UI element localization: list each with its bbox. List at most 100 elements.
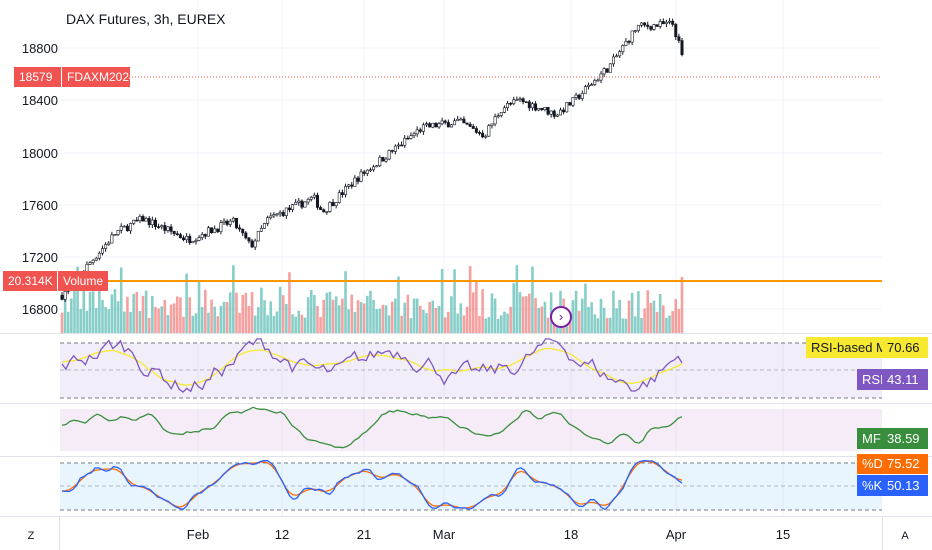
mf-pane	[61, 406, 683, 449]
candle-body	[309, 196, 313, 200]
volume-bar	[618, 299, 621, 333]
candle-body	[125, 225, 129, 232]
candle-body	[465, 122, 469, 125]
candle-body	[157, 226, 161, 228]
volume-bar	[406, 294, 410, 333]
volume-bar	[456, 313, 459, 333]
volume-bar	[381, 304, 385, 333]
volume-bar	[537, 307, 540, 333]
mf-band	[60, 409, 882, 451]
volume-bar	[493, 298, 497, 333]
candle-body	[627, 41, 631, 43]
candle-body	[521, 98, 525, 102]
candle-body	[487, 125, 491, 137]
pane-separators	[0, 333, 932, 550]
candle-body	[446, 122, 450, 128]
candle-body	[527, 101, 531, 109]
volume-bar	[362, 303, 366, 333]
volume-bar	[210, 299, 213, 333]
candle-body	[608, 63, 612, 73]
volume-bar	[475, 280, 478, 333]
candle-body	[396, 144, 400, 147]
candle-body	[228, 220, 232, 225]
volume-bar	[677, 309, 681, 333]
candle-body	[549, 110, 553, 115]
volume-bar	[369, 290, 372, 333]
volume-bar	[599, 298, 603, 333]
candle-body	[231, 217, 235, 222]
candle-body	[425, 123, 429, 126]
last-price-badge[interactable]: 18579	[14, 67, 62, 87]
volume-bar	[596, 318, 600, 333]
candle-body	[499, 112, 503, 116]
zoom-scale-button[interactable]: Z	[27, 530, 35, 542]
symbol-badge[interactable]: FDAXM2024	[62, 67, 136, 87]
volume-name-badge[interactable]: Volume	[58, 271, 108, 291]
volume-bar	[674, 299, 678, 333]
volume-bar	[459, 303, 463, 333]
volume-bar	[288, 272, 291, 333]
candle-body	[421, 124, 425, 132]
candle-body	[400, 144, 404, 147]
volume-bar	[129, 311, 132, 333]
volume-bar	[394, 298, 397, 333]
x-tick-12: 12	[274, 527, 290, 542]
volume-bar	[123, 311, 126, 333]
volume-bar	[465, 306, 469, 333]
volume-bar	[222, 301, 226, 333]
candle-body	[512, 99, 516, 105]
volume-bar	[144, 290, 148, 333]
candle-body	[175, 233, 179, 235]
volume-bar	[590, 302, 593, 333]
volume-bar	[313, 294, 316, 333]
candle-body	[219, 222, 223, 232]
rsi-ma-label: RSI-based MA	[806, 337, 896, 358]
auto-scale-button[interactable]: A	[901, 530, 909, 542]
volume-bar	[543, 301, 547, 333]
stoch-k-line	[61, 460, 683, 511]
volume-bar	[98, 287, 101, 333]
candle-body	[403, 137, 407, 146]
candle-body	[621, 45, 625, 52]
volume-bar	[499, 315, 503, 333]
scroll-to-realtime-button[interactable]: ›	[550, 306, 572, 328]
candle-body	[624, 41, 628, 46]
volume-bar	[627, 300, 631, 333]
volume-bar	[378, 308, 382, 333]
y-tick-17200: 17200	[21, 250, 58, 265]
volume-bar	[356, 300, 360, 333]
volume-value-badge[interactable]: 20.314K	[3, 271, 58, 291]
volume-bar	[269, 301, 273, 333]
candle-body	[449, 124, 453, 128]
volume-bar	[204, 289, 207, 333]
candle-body	[303, 201, 307, 208]
candle-body	[664, 21, 668, 25]
candle-body	[110, 234, 114, 244]
volume-bar	[331, 299, 335, 333]
candle-body	[197, 237, 201, 241]
candle-body	[269, 215, 273, 219]
candle-body	[200, 234, 204, 238]
candle-body	[300, 200, 304, 208]
candle-body	[537, 108, 541, 111]
volume-bar	[169, 304, 173, 333]
candle-body	[552, 110, 556, 117]
volume-bar	[630, 292, 634, 333]
candle-body	[166, 226, 170, 231]
volume-bar	[256, 307, 260, 333]
volume-bar	[478, 315, 481, 333]
volume-bar	[509, 306, 512, 333]
volume-bar	[266, 315, 269, 333]
candle-body	[104, 244, 108, 249]
volume-bar	[101, 299, 104, 333]
volume-bar	[531, 266, 534, 333]
volume-bar	[250, 292, 254, 333]
mf-label: MF	[857, 428, 882, 449]
candle-body	[387, 150, 391, 160]
y-tick-18000: 18000	[21, 146, 58, 161]
volume-bar	[347, 309, 350, 333]
candle-body	[263, 223, 267, 229]
candle-body	[671, 20, 675, 25]
candle-body	[141, 216, 145, 222]
